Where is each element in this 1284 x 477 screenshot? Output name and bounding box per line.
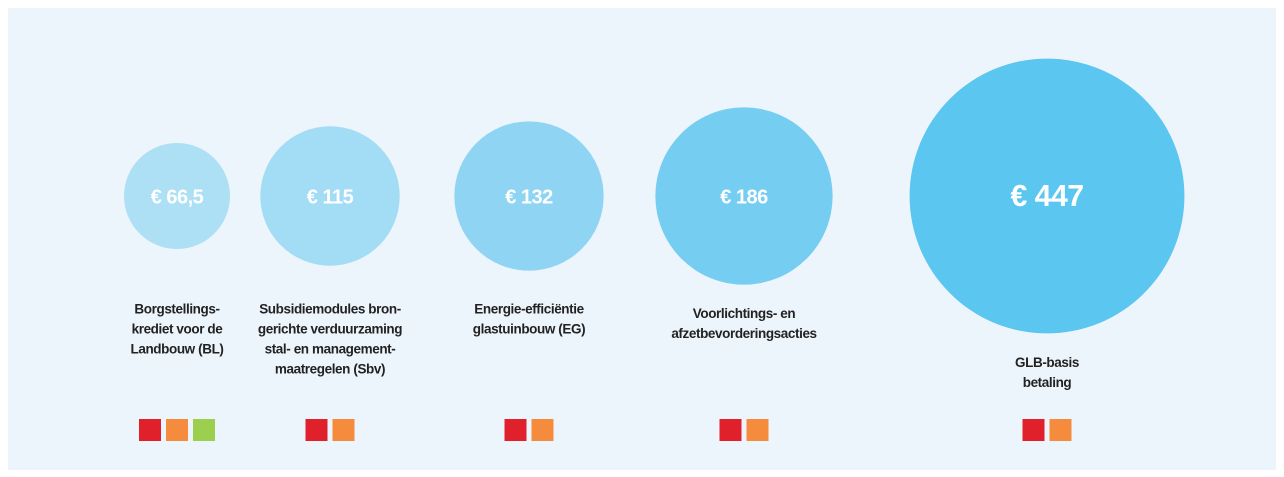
marker (332, 419, 355, 441)
value-label: € 115 (307, 186, 354, 208)
marker (166, 419, 188, 441)
marker (531, 419, 554, 441)
value-label: € 66,5 (151, 186, 204, 208)
item-label: afzetbevorderingsacties (671, 326, 816, 341)
marker (1049, 419, 1072, 441)
item-label: betaling (1023, 375, 1072, 390)
marker (504, 419, 527, 441)
item-label: krediet voor de (132, 322, 224, 337)
bubble (454, 121, 604, 271)
value-label: € 447 (1010, 180, 1083, 213)
bubble (260, 126, 400, 266)
value-label: € 132 (505, 186, 553, 208)
item-label: Voorlichtings- en (693, 306, 796, 321)
value-label: € 186 (720, 186, 768, 208)
item-label: Borgstellings- (134, 302, 219, 317)
item-label: Landbouw (BL) (130, 342, 223, 357)
item-label: Subsidiemodules bron- (259, 302, 401, 317)
marker (305, 419, 328, 441)
item-label: GLB-basis (1015, 355, 1079, 370)
item-label: glastuinbouw (EG) (473, 322, 585, 337)
bubble (123, 142, 231, 250)
item-label: gerichte verduurzaming (258, 322, 402, 337)
bubble (655, 107, 833, 285)
bubble (909, 58, 1185, 334)
item-label: stal- en management- (265, 342, 396, 357)
marker (746, 419, 769, 441)
marker (719, 419, 742, 441)
marker (193, 419, 215, 441)
marker (139, 419, 161, 441)
item-label: Energie-efficiëntie (474, 302, 584, 317)
marker (1022, 419, 1045, 441)
item-label: maatregelen (Sbv) (275, 362, 385, 377)
